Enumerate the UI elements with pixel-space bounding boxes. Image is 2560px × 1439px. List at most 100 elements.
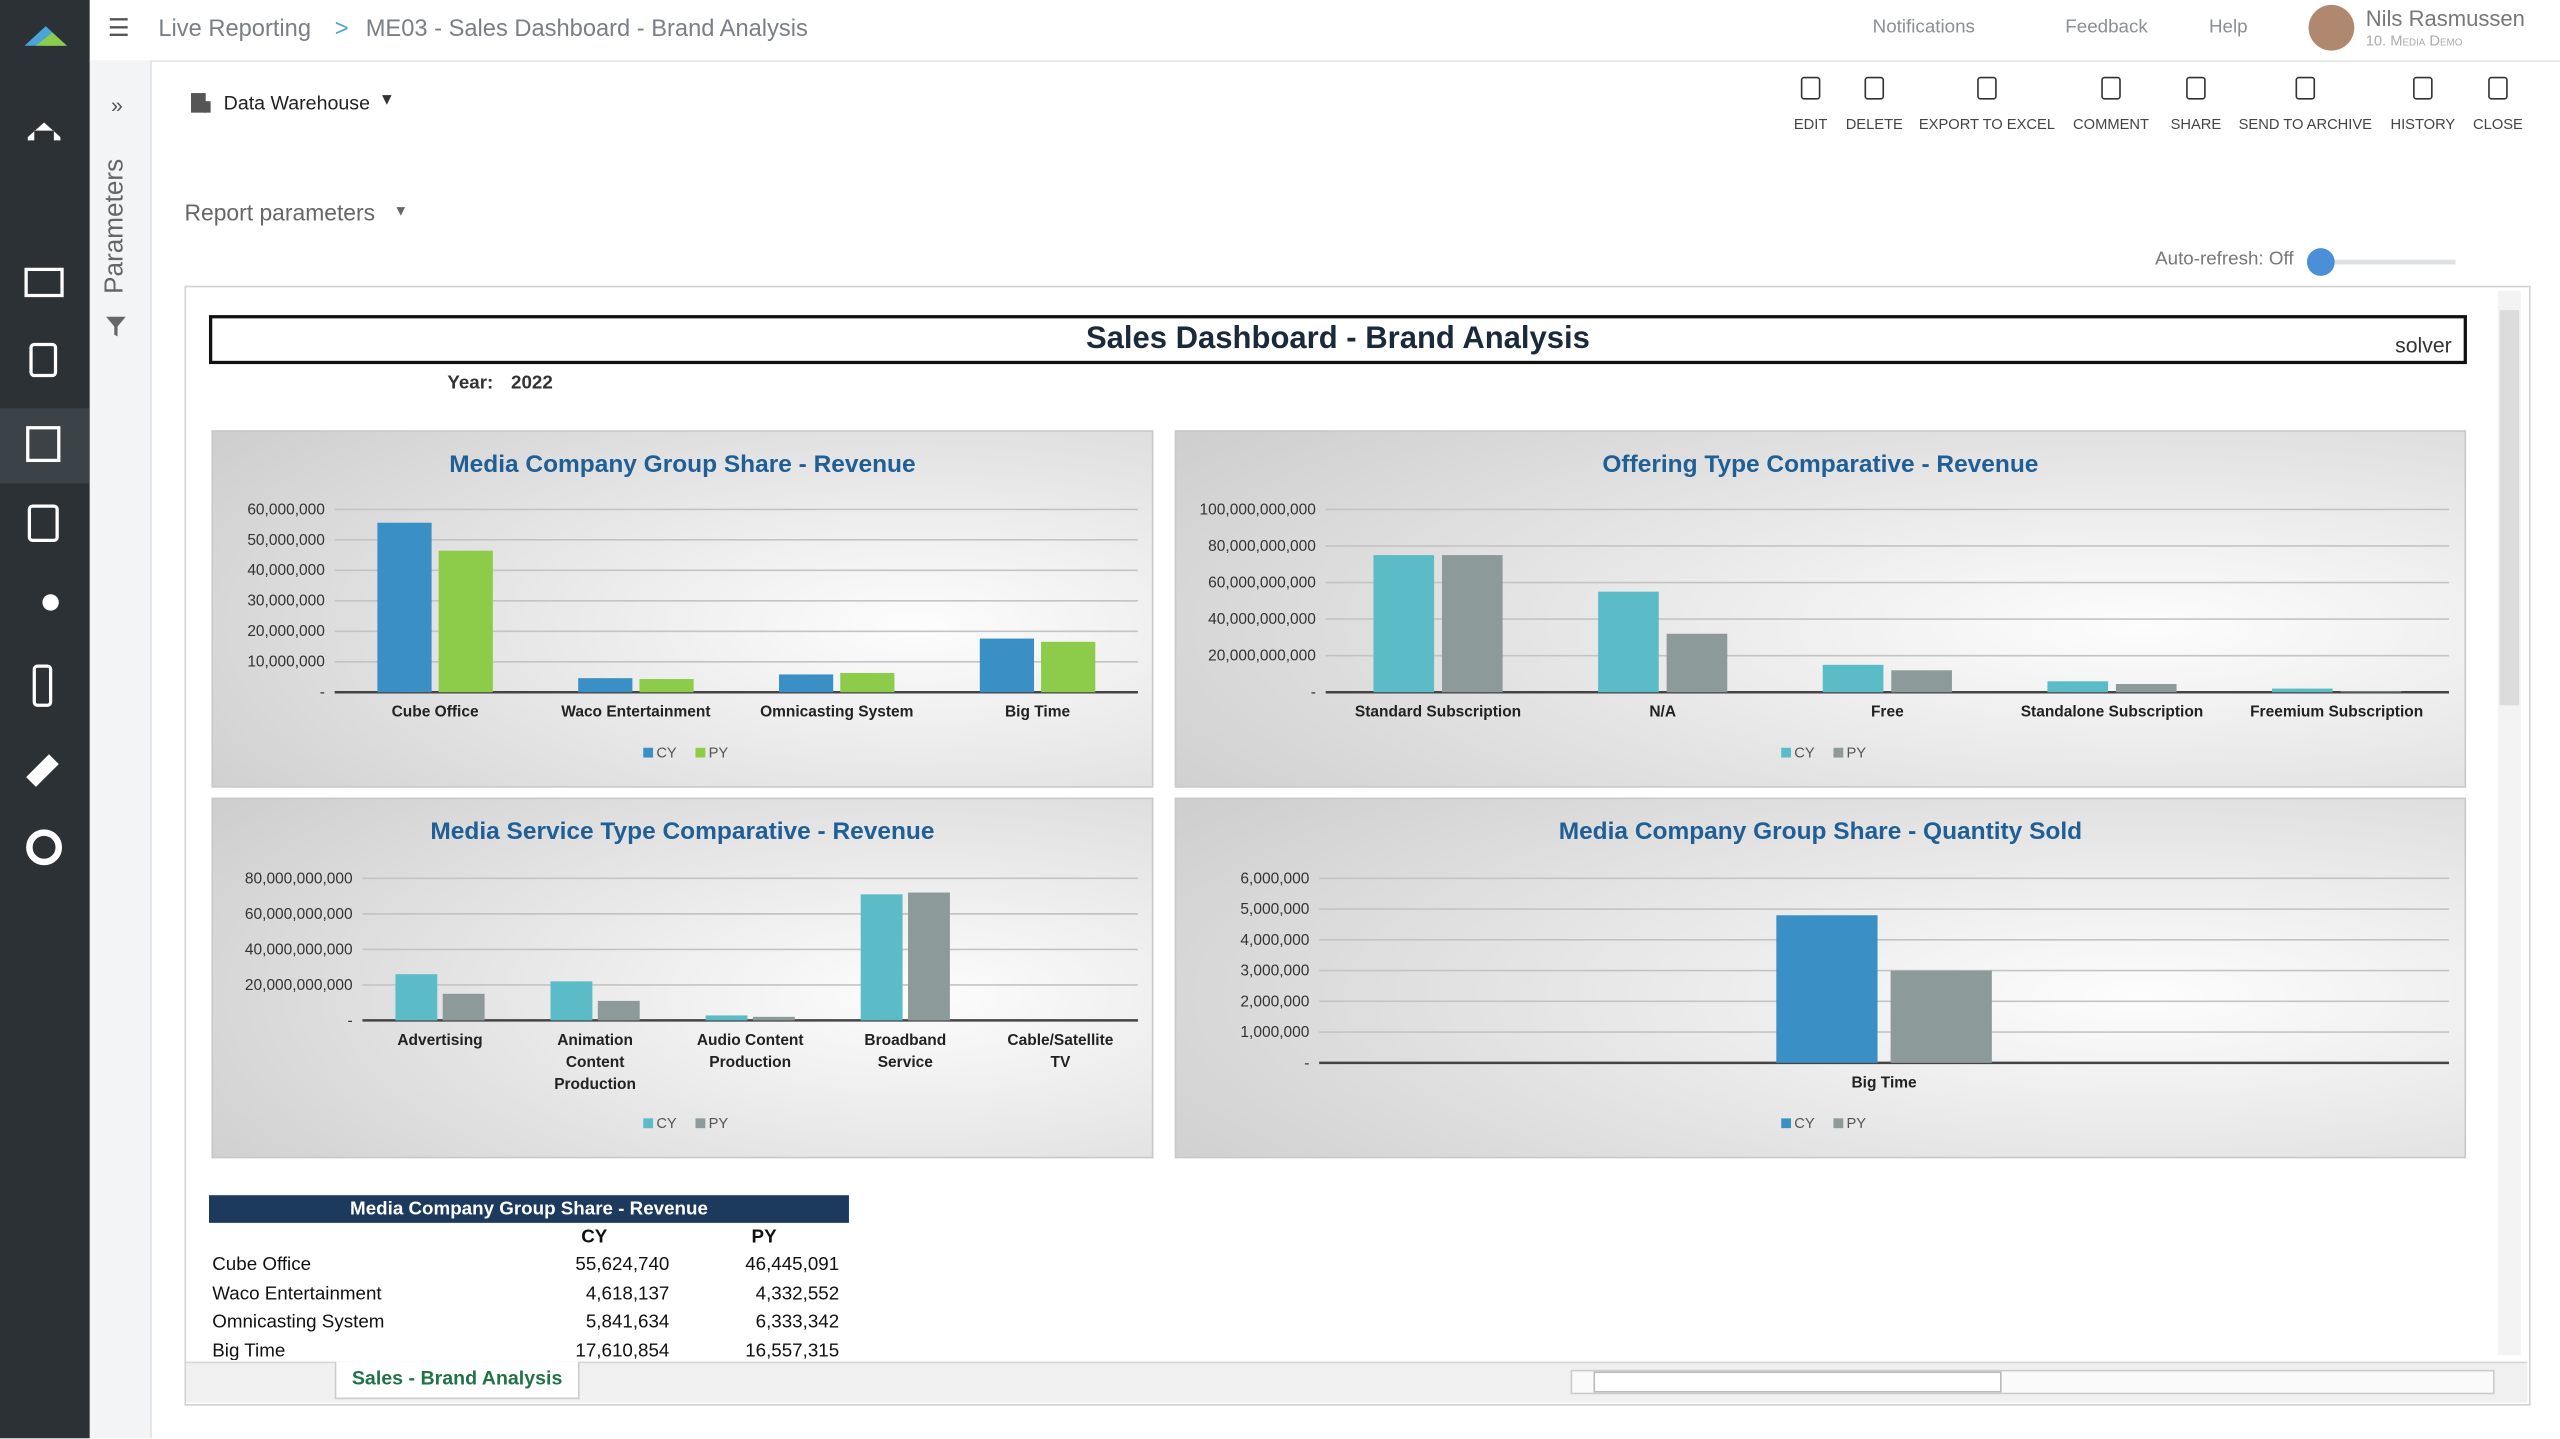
bar [1041, 642, 1095, 692]
bar [840, 673, 894, 692]
row-label: Omnicasting System [209, 1309, 509, 1337]
legend-swatch [1781, 748, 1791, 758]
x-tick-label: AnimationContentProduction [554, 1032, 636, 1093]
toolbar-icon[interactable] [2488, 77, 2508, 100]
y-tick-label: 40,000,000,000 [245, 941, 353, 958]
legend-label: CY [656, 746, 677, 762]
sheet-tab[interactable]: Sales - Brand Analysis [335, 1362, 580, 1400]
table-row: Big Time17,610,85416,557,315 [209, 1337, 849, 1360]
legend-swatch [1781, 1118, 1791, 1128]
toolbar-icon[interactable] [1801, 77, 1821, 100]
y-tick-label: 40,000,000 [247, 562, 325, 579]
toolbar-icon[interactable] [2186, 77, 2206, 100]
x-tick-label: Standalone Subscription [2021, 704, 2204, 721]
bar [2047, 681, 2108, 692]
bar [578, 678, 632, 692]
y-tick-label: 4,000,000 [1240, 932, 1309, 949]
chart-title: Offering Type Comparative - Revenue [1602, 451, 2038, 478]
y-tick-label: 80,000,000,000 [245, 870, 353, 887]
toolbar-action[interactable]: SHARE [2171, 116, 2222, 132]
table-cell: 6,333,342 [679, 1309, 849, 1337]
table-cell: 55,624,740 [509, 1252, 679, 1280]
bar [1776, 915, 1877, 1063]
bar [395, 974, 437, 1020]
table-body: Cube Office55,624,74046,445,091Waco Ente… [209, 1252, 849, 1360]
toolbar-icon[interactable] [2296, 77, 2316, 100]
x-tick-label: N/A [1649, 704, 1676, 721]
chart-title: Media Company Group Share - Quantity Sol… [1559, 818, 2082, 845]
bar [1667, 634, 1728, 693]
toolbar-action[interactable]: EDIT [1794, 116, 1827, 132]
toolbar-action[interactable]: CLOSE [2473, 116, 2523, 132]
legend-label: CY [1794, 1116, 1815, 1132]
table-corner [209, 1223, 509, 1251]
x-tick-label: Omnicasting System [760, 704, 913, 721]
data-table: Media Company Group Share - Revenue CYPY… [209, 1195, 849, 1360]
row-label: Waco Entertainment [209, 1280, 509, 1308]
bar [1823, 665, 1884, 692]
bar [443, 994, 485, 1021]
legend-label: PY [709, 1116, 729, 1132]
h-scroll-thumb[interactable] [1593, 1371, 2001, 1392]
table-cell: 4,618,137 [509, 1280, 679, 1308]
toolbar-icon[interactable] [1977, 77, 1997, 100]
x-tick-label: Freemium Subscription [2250, 704, 2423, 721]
table-cell: 5,841,634 [509, 1309, 679, 1337]
toolbar-icon[interactable] [1864, 77, 1884, 100]
legend-swatch [696, 748, 706, 758]
legend-swatch [1833, 1118, 1843, 1128]
table-cell: 46,445,091 [679, 1252, 849, 1280]
bar [779, 674, 833, 692]
toolbar-action[interactable]: HISTORY [2390, 116, 2455, 132]
table-row: Cube Office55,624,74046,445,091 [209, 1252, 849, 1280]
y-tick-label: 30,000,000 [247, 593, 325, 610]
y-tick-label: 100,000,000,000 [1200, 501, 1317, 518]
x-tick-label: Standard Subscription [1355, 704, 1521, 721]
y-tick-label: 20,000,000,000 [245, 977, 353, 994]
toolbar-action[interactable]: DELETE [1846, 116, 1903, 132]
bar [980, 639, 1034, 693]
legend-label: PY [1847, 746, 1867, 762]
x-tick-label: Cube Office [392, 704, 479, 721]
bar [908, 893, 950, 1021]
column-header: PY [679, 1223, 849, 1251]
y-tick-label: - [1311, 684, 1316, 701]
toolbar-action[interactable]: COMMENT [2073, 116, 2149, 132]
y-tick-label: - [347, 1012, 352, 1029]
y-tick-label: 80,000,000,000 [1208, 538, 1316, 555]
bar [1598, 592, 1659, 693]
x-tick-label: Big Time [1005, 704, 1071, 721]
y-tick-label: 60,000,000,000 [1208, 574, 1316, 591]
y-tick-label: - [320, 684, 325, 701]
table-title: Media Company Group Share - Revenue [209, 1195, 849, 1223]
toolbar-action[interactable]: SEND TO ARCHIVE [2239, 116, 2372, 132]
toolbar-icon[interactable] [2413, 77, 2433, 100]
x-tick-label: Big Time [1851, 1074, 1917, 1091]
bar [2116, 684, 2177, 692]
toolbar-icon[interactable] [2101, 77, 2121, 100]
chart-panel [212, 431, 1152, 787]
chart-title: Media Company Group Share - Revenue [449, 451, 915, 478]
bar [2341, 691, 2402, 692]
bar [1891, 971, 1992, 1063]
y-tick-label: 60,000,000,000 [245, 906, 353, 923]
y-tick-label: 10,000,000 [247, 654, 325, 671]
bar [706, 1015, 748, 1020]
table-row: Waco Entertainment4,618,1374,332,552 [209, 1280, 849, 1308]
toolbar-action[interactable]: EXPORT TO EXCEL [1919, 116, 2055, 132]
table-row: Omnicasting System5,841,6346,333,342 [209, 1309, 849, 1337]
y-tick-label: 60,000,000 [247, 501, 325, 518]
bar [2272, 689, 2333, 693]
chart-panel [212, 798, 1152, 1157]
bar [1373, 555, 1434, 692]
y-tick-label: 6,000,000 [1240, 870, 1309, 887]
table: Media Company Group Share - Revenue CYPY… [209, 1195, 849, 1360]
x-tick-label: Free [1871, 704, 1904, 721]
y-tick-label: 2,000,000 [1240, 993, 1309, 1010]
y-tick-label: 20,000,000 [247, 623, 325, 640]
bar [753, 1017, 795, 1021]
bar [598, 1001, 640, 1021]
column-header: CY [509, 1223, 679, 1251]
